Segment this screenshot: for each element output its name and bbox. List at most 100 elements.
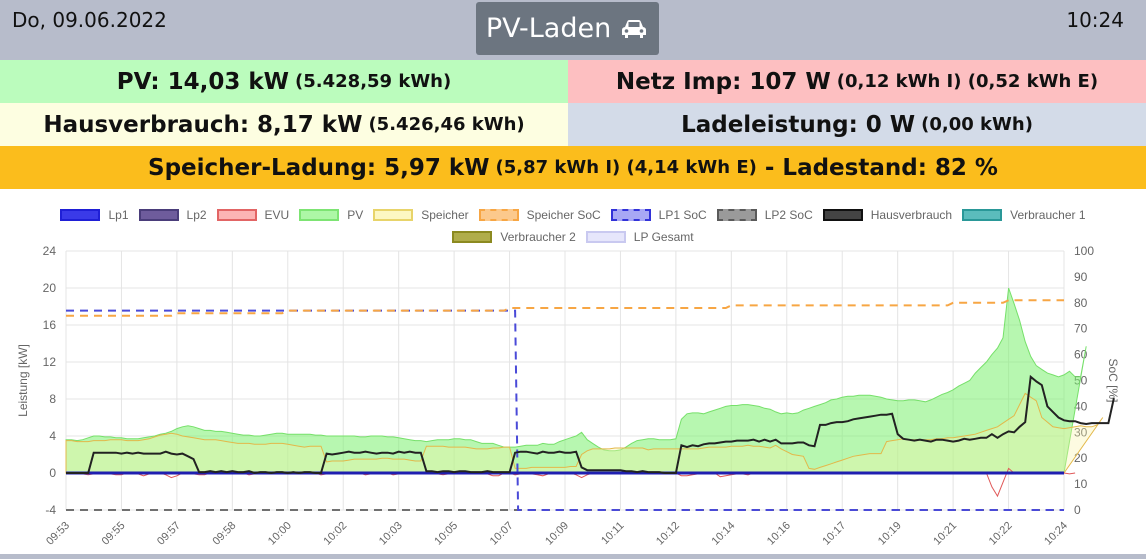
y-tick-label: -4 — [45, 503, 56, 517]
speicher-status: Speicher-Ladung: 5,97 kW (5,87 kWh I) (4… — [0, 146, 1146, 189]
legend-line-2: Verbraucher 2 LP Gesamt — [0, 226, 1146, 248]
y2-tick-label: 70 — [1074, 322, 1088, 336]
x-tick-label: 10:17 — [820, 520, 848, 548]
x-tick-label: 10:05 — [432, 520, 460, 548]
x-tick-label: 10:02 — [321, 520, 349, 548]
legend-swatch — [822, 209, 863, 221]
legend-swatch — [60, 209, 101, 221]
ladestand-value: - Ladestand: 82 % — [764, 154, 998, 181]
legend-label: Lp1 — [108, 208, 129, 222]
y-tick-label: 0 — [49, 466, 56, 480]
pv-laden-label: PV-Laden — [485, 13, 612, 44]
x-tick-label: 09:58 — [211, 520, 239, 548]
x-tick-label: 10:07 — [488, 520, 516, 548]
y2-tick-label: 100 — [1074, 244, 1094, 258]
legend-item-pv[interactable]: PV — [299, 208, 363, 222]
legend-swatch — [610, 209, 651, 221]
legend-item-lp2-soc[interactable]: LP2 SoC — [716, 208, 813, 222]
y2-tick-label: 0 — [1074, 503, 1081, 517]
legend-item-lp1-soc[interactable]: LP1 SoC — [610, 208, 707, 222]
legend-label: LP1 SoC — [658, 208, 707, 222]
car-icon — [622, 19, 647, 38]
netz-value: Netz Imp: 107 W — [615, 68, 831, 95]
legend-item-verbraucher-1[interactable]: Verbraucher 1 — [962, 208, 1086, 222]
speicher-series — [65, 392, 1104, 474]
x-tick-label: 09:57 — [155, 520, 183, 548]
legend-swatch — [585, 231, 626, 243]
pv-energy: (5.428,59 kWh) — [295, 71, 452, 92]
hausverbrauch-status: Hausverbrauch: 8,17 kW (5.426,46 kWh) — [0, 103, 568, 146]
x-tick-label: 10:14 — [710, 520, 738, 548]
legend-item-hausverbrauch[interactable]: Hausverbrauch — [822, 208, 953, 222]
legend-label: Speicher — [421, 208, 469, 222]
y-tick-label: 16 — [43, 318, 57, 332]
pv-laden-button[interactable]: PV-Laden — [476, 2, 659, 55]
bottom-bar — [0, 554, 1146, 559]
pv-series — [65, 287, 1087, 474]
legend-swatch — [299, 209, 340, 221]
legend-label: PV — [347, 208, 364, 222]
pv-status: PV: 14,03 kW (5.428,59 kWh) — [0, 60, 568, 103]
legend-swatch — [216, 209, 257, 221]
legend-label: LP2 SoC — [764, 208, 813, 222]
x-tick-label: 10:09 — [543, 520, 571, 548]
legend-label: Verbraucher 2 — [500, 230, 576, 244]
y-tick-label: 24 — [43, 244, 57, 258]
legend-item-verbraucher-2[interactable]: Verbraucher 2 — [452, 230, 576, 244]
x-tick-label: 10:16 — [765, 520, 793, 548]
legend-label: LP Gesamt — [633, 230, 694, 244]
time-display: 10:24 — [1066, 8, 1124, 32]
power-chart: -404812162024010203040506070809010009:53… — [0, 244, 1146, 556]
legend-swatch — [373, 209, 414, 221]
ladeleistung-status: Ladeleistung: 0 W (0,00 kWh) — [568, 103, 1146, 146]
x-tick-label: 10:11 — [599, 520, 626, 547]
lade-value: Ladeleistung: 0 W — [681, 111, 916, 138]
hausverbrauch-series — [66, 374, 1115, 475]
legend-swatch — [478, 209, 519, 221]
x-tick-label: 10:21 — [931, 520, 959, 548]
legend-label: Lp2 — [186, 208, 207, 222]
lade-energy: (0,00 kWh) — [921, 114, 1033, 135]
y2-axis-label: SoC [%] — [1106, 358, 1120, 402]
legend-item-lp2[interactable]: Lp2 — [138, 208, 207, 222]
speicher-energy: (5,87 kWh I) (4,14 kWh E) — [495, 157, 757, 178]
legend-label: EVU — [264, 208, 290, 222]
speicher-value: Speicher-Ladung: 5,97 kW — [148, 154, 490, 181]
y-tick-label: 4 — [49, 429, 56, 443]
netz-energy: (0,12 kWh I) (0,52 kWh E) — [836, 71, 1099, 92]
y-tick-label: 8 — [49, 392, 56, 406]
haus-value: Hausverbrauch: 8,17 kW — [43, 111, 363, 138]
x-tick-label: 10:22 — [987, 520, 1015, 548]
x-tick-label: 10:12 — [654, 520, 682, 548]
pv-value: PV: 14,03 kW — [116, 68, 290, 95]
status-row-1: PV: 14,03 kW (5.428,59 kWh) Netz Imp: 10… — [0, 60, 1146, 103]
status-row-2: Hausverbrauch: 8,17 kW (5.426,46 kWh) La… — [0, 103, 1146, 146]
y-axis-label: Leistung [kW] — [16, 344, 30, 417]
legend-item-evu[interactable]: EVU — [216, 208, 290, 222]
chart-svg: -404812162024010203040506070809010009:53… — [16, 244, 1120, 548]
legend-label: Speicher SoC — [526, 208, 601, 222]
y2-tick-label: 40 — [1074, 399, 1088, 413]
legend-swatch — [962, 209, 1003, 221]
haus-energy: (5.426,46 kWh) — [368, 114, 525, 135]
x-tick-label: 09:53 — [44, 520, 72, 548]
legend-swatch — [452, 231, 493, 243]
legend-item-speicher-soc[interactable]: Speicher SoC — [478, 208, 601, 222]
status-row-3: Speicher-Ladung: 5,97 kW (5,87 kWh I) (4… — [0, 146, 1146, 189]
y2-tick-label: 10 — [1074, 477, 1088, 491]
legend-label: Hausverbrauch — [870, 208, 953, 222]
netz-status: Netz Imp: 107 W (0,12 kWh I) (0,52 kWh E… — [568, 60, 1146, 103]
legend-line-1: Lp1 Lp2 EVU PV Speicher Speicher SoC LP1 SoC LP… — [0, 204, 1146, 226]
x-tick-label: 10:03 — [377, 520, 405, 548]
y2-tick-label: 30 — [1074, 425, 1088, 439]
legend-item-speicher[interactable]: Speicher — [373, 208, 469, 222]
legend-label: Verbraucher 1 — [1010, 208, 1086, 222]
legend-swatch — [138, 209, 179, 221]
legend-item-lp1[interactable]: Lp1 — [60, 208, 129, 222]
y-tick-label: 20 — [43, 281, 57, 295]
legend-item-lp-gesamt[interactable]: LP Gesamt — [585, 230, 694, 244]
x-tick-label: 09:55 — [100, 520, 128, 548]
x-tick-label: 10:19 — [876, 520, 904, 548]
chart-legend: Lp1 Lp2 EVU PV Speicher Speicher SoC LP1 SoC LP… — [0, 204, 1146, 248]
y2-tick-label: 20 — [1074, 451, 1088, 465]
